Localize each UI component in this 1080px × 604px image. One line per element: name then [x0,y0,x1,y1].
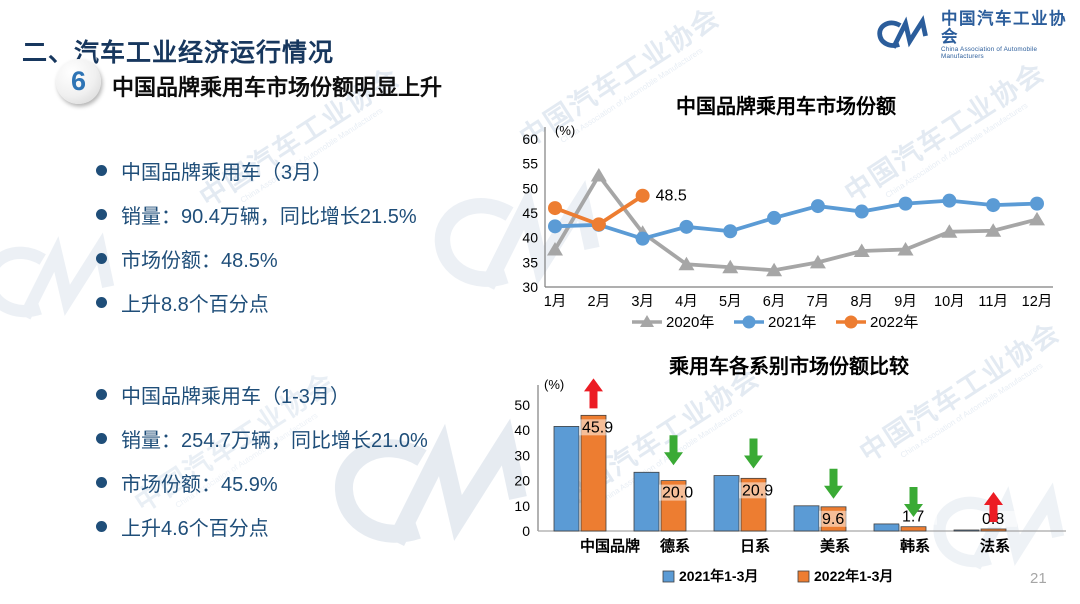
svg-text:11月: 11月 [978,294,1008,310]
bullet-dot-icon [96,521,107,532]
svg-text:9.6: 9.6 [822,511,844,528]
svg-text:2021年: 2021年 [768,314,816,331]
bullet-text: 销量：254.7万辆，同比增长21.0% [121,430,428,452]
svg-text:7月: 7月 [807,294,830,310]
bullet-item: 市场份额：45.9% [96,468,428,497]
bullet-item: 中国品牌乘用车（3月） [96,156,417,185]
bullet-text: 中国品牌乘用车（1-3月） [121,386,350,408]
svg-text:30: 30 [514,447,530,463]
series-2020年 [547,168,1045,277]
svg-text:40: 40 [522,230,538,246]
svg-text:美系: 美系 [820,537,850,555]
svg-text:2月: 2月 [588,294,611,310]
svg-text:2020年: 2020年 [666,314,714,331]
trend-arrow-down-icon [904,486,923,517]
series-2021年1-3月 [553,426,980,532]
svg-text:2022年: 2022年 [870,314,918,331]
bullet-text: 上升8.8个百分点 [121,294,269,316]
bullet-dot-icon [96,209,107,220]
bullet-text: 销量：90.4万辆，同比增长21.5% [121,206,417,228]
svg-text:10: 10 [514,498,530,514]
svg-text:12月: 12月 [1022,294,1053,310]
svg-text:韩系: 韩系 [900,537,930,555]
svg-text:(%): (%) [544,377,564,392]
line-chart-block: 中国品牌乘用车市场份额 30 35 40 45 50 55 60 (%) 1月 2月 3月 4月 5月 6… [497,90,1075,341]
svg-text:50: 50 [522,180,538,196]
bullet-item: 上升8.8个百分点 [96,288,417,317]
bar-chart-svg: 0 10 20 30 40 50 (%) 中国品牌 德系 日系 美系 韩系 法系 45.9 20.0 20.9… [498,377,1080,598]
bullet-dot-icon [96,477,107,488]
bullet-dot-icon [96,433,107,444]
line-chart-title: 中国品牌乘用车市场份额 [676,96,896,118]
svg-text:4月: 4月 [675,294,698,310]
bullet-dot-icon [96,297,107,308]
svg-text:60: 60 [522,131,538,147]
svg-text:德系: 德系 [660,537,690,555]
svg-text:2021年1-3月: 2021年1-3月 [679,568,758,584]
svg-text:9月: 9月 [894,294,917,310]
bullet-item: 上升4.6个百分点 [96,512,428,541]
bullet-dot-icon [96,165,107,176]
svg-text:35: 35 [522,254,538,270]
bullet-item: 销量：254.7万辆，同比增长21.0% [96,424,428,453]
svg-text:0: 0 [522,523,530,539]
series-2021年 [548,193,1044,246]
svg-text:20.9: 20.9 [742,482,773,499]
svg-text:40: 40 [514,422,530,438]
svg-text:5月: 5月 [719,294,742,310]
trend-arrow-up-icon [584,378,603,409]
svg-text:20.0: 20.0 [662,485,693,502]
bullet-item: 市场份额：48.5% [96,244,417,273]
trend-arrow-down-icon [824,468,843,499]
svg-text:50: 50 [514,397,530,413]
svg-text:6月: 6月 [763,294,786,310]
org-name-cn: 中国汽车工业协会 [941,10,1067,47]
svg-text:8月: 8月 [850,294,873,310]
svg-text:55: 55 [522,156,538,172]
bullet-text: 市场份额：45.9% [121,474,278,496]
slide-heading: 中国品牌乘用车市场份额明显上升 [112,75,443,100]
caam-logo: 中国汽车工业协会 China Association of Automobile… [876,10,1080,60]
svg-text:1.7: 1.7 [902,509,924,526]
trend-arrow-down-icon [744,438,763,469]
svg-text:1月: 1月 [544,294,567,310]
svg-text:法系: 法系 [980,537,1010,555]
bar-chart: 0 10 20 30 40 50 (%) 中国品牌 德系 日系 美系 韩系 法系 45.9 20.0 20.9… [514,377,1066,584]
svg-text:45.9: 45.9 [582,419,613,436]
bullet-dot-icon [96,389,107,400]
bullet-group-march: 中国品牌乘用车（3月） 销量：90.4万辆，同比增长21.5% 市场份额：48.… [96,156,417,332]
svg-text:45: 45 [522,205,538,221]
section-number-badge: 6 [56,59,101,104]
line-chart-svg: 30 35 40 45 50 55 60 (%) 1月 2月 3月 4月 5月 6月 7月 8月 9月 10月 11… [497,122,1075,341]
svg-text:3月: 3月 [631,294,654,310]
svg-text:48.5: 48.5 [656,188,687,205]
bullet-text: 市场份额：48.5% [121,250,278,272]
bullet-item: 中国品牌乘用车（1-3月） [96,380,428,409]
bullet-text: 中国品牌乘用车（3月） [121,162,333,184]
bar-chart-block: 乘用车各系别市场份额比较 0 10 20 30 40 50 (%) 中国品牌 德系 日系 美系 韩系 法… [498,350,1080,598]
svg-text:日系: 日系 [740,538,770,555]
trend-arrow-down-icon [664,435,683,466]
svg-text:10月: 10月 [934,294,965,310]
caam-logo-text: 中国汽车工业协会 China Association of Automobile… [941,10,1080,60]
svg-text:2022年1-3月: 2022年1-3月 [814,568,893,584]
svg-text:30: 30 [522,279,538,295]
svg-text:(%): (%) [555,123,575,138]
bullet-group-q1: 中国品牌乘用车（1-3月） 销量：254.7万辆，同比增长21.0% 市场份额：… [96,380,428,556]
page-number: 21 [1030,570,1047,587]
svg-text:中国品牌: 中国品牌 [580,537,640,555]
cm-logo-icon [876,18,934,52]
org-name-en: China Association of Automobile Manufact… [941,46,1038,61]
svg-text:20: 20 [514,473,530,489]
bar-chart-title: 乘用车各系别市场份额比较 [669,356,909,378]
bullet-dot-icon [96,253,107,264]
bullet-text: 上升4.6个百分点 [121,518,269,540]
bullet-item: 销量：90.4万辆，同比增长21.5% [96,200,417,229]
line-chart: 30 35 40 45 50 55 60 (%) 1月 2月 3月 4月 5月 6月 7月 8月 9月 10月 11… [522,123,1053,331]
